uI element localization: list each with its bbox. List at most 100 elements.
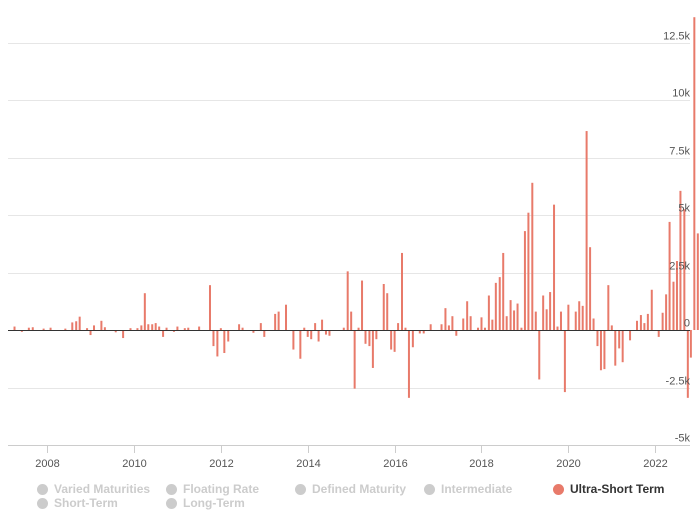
bar (538, 330, 541, 380)
y-axis-labels: -5k -2.5k 0 2.5k 5k 7.5k 10k 12.5k (663, 31, 690, 445)
bar (129, 328, 132, 330)
bar (321, 319, 324, 330)
bar (696, 233, 699, 330)
bar (683, 209, 686, 330)
bar (686, 330, 689, 398)
legend-label: Floating Rate (183, 482, 260, 496)
bar (27, 327, 30, 330)
bar (306, 330, 309, 337)
bar (502, 252, 505, 330)
legend-label: Ultra-Short Term (570, 482, 665, 496)
bar (553, 204, 556, 330)
legend-item-ultra-short-term[interactable]: Ultra-Short Term (553, 482, 664, 496)
bar (140, 325, 143, 330)
bar (86, 328, 89, 330)
bar (693, 17, 696, 330)
bar (466, 301, 469, 330)
bar (103, 327, 106, 330)
grid-lines (8, 43, 690, 446)
legend-item-long-term[interactable]: Long-Term (166, 496, 245, 510)
bar (350, 311, 353, 330)
bar (581, 305, 584, 330)
bar (212, 330, 215, 347)
legend-item-varied-maturities[interactable]: Varied Maturities (37, 482, 150, 496)
bar (183, 328, 186, 330)
bar-series-ultra-short-term (13, 17, 699, 398)
bar (397, 323, 400, 330)
legend-dot-icon (553, 483, 564, 495)
legend-dot-icon (295, 483, 306, 495)
bar (494, 282, 497, 330)
y-tick-label: -2.5k (666, 376, 691, 388)
bar (42, 328, 45, 330)
bar (469, 316, 472, 330)
bar (361, 280, 364, 330)
bar (114, 330, 117, 333)
bar (665, 294, 668, 330)
legend-item-floating-rate[interactable]: Floating Rate (166, 482, 259, 496)
bar (455, 330, 458, 336)
bar (614, 330, 617, 366)
bar (158, 326, 161, 330)
bar (93, 325, 96, 330)
bar (462, 318, 465, 330)
bar (364, 330, 367, 344)
bar (404, 327, 407, 330)
bar (451, 316, 454, 330)
bar (689, 330, 692, 358)
bar (531, 182, 534, 330)
legend-item-defined-maturity[interactable]: Defined Maturity (295, 482, 406, 496)
bar (542, 295, 545, 330)
x-tick-label: 2022 (643, 458, 667, 470)
bar (407, 330, 410, 398)
legend-label: Varied Maturities (54, 482, 151, 496)
bar (661, 312, 664, 330)
bar (636, 320, 638, 330)
legend-item-short-term[interactable]: Short-Term (37, 496, 118, 510)
bar (219, 328, 222, 330)
bar (227, 330, 230, 342)
bar (238, 324, 241, 330)
bar (567, 304, 570, 330)
axes (8, 330, 690, 446)
bar (646, 313, 649, 330)
bar (122, 330, 125, 339)
legend-dot-icon (166, 483, 177, 495)
bar (328, 330, 331, 336)
bar (422, 330, 425, 334)
bar (480, 317, 483, 330)
bar (274, 313, 277, 330)
bar (621, 330, 624, 363)
bar (534, 311, 537, 330)
bar (447, 325, 450, 330)
bar (440, 324, 443, 330)
bar (668, 221, 671, 330)
bar (13, 326, 16, 330)
bar (259, 323, 262, 330)
bar (574, 311, 577, 330)
y-tick-label: 2.5k (669, 261, 690, 273)
bar (607, 285, 610, 330)
legend-label: Defined Maturity (312, 482, 407, 496)
bar (592, 318, 595, 330)
legend-dot-icon (37, 483, 48, 495)
bar (679, 190, 682, 330)
bar (386, 293, 389, 330)
bar (610, 325, 613, 330)
bar (477, 327, 480, 330)
bar (285, 304, 288, 330)
legend: Varied Maturities Floating Rate Defined … (0, 476, 700, 516)
bar (223, 330, 226, 353)
legend-item-intermediate[interactable]: Intermediate (424, 482, 512, 496)
bar (513, 310, 516, 330)
y-tick-label: 10k (672, 88, 690, 100)
bar (650, 289, 653, 330)
bar (603, 330, 606, 370)
bar (154, 323, 157, 330)
bar (393, 330, 396, 352)
legend-dot-icon (166, 497, 177, 509)
x-tick-label: 2010 (122, 458, 146, 470)
bar (303, 327, 306, 330)
bar (78, 316, 81, 330)
bar (401, 252, 403, 330)
